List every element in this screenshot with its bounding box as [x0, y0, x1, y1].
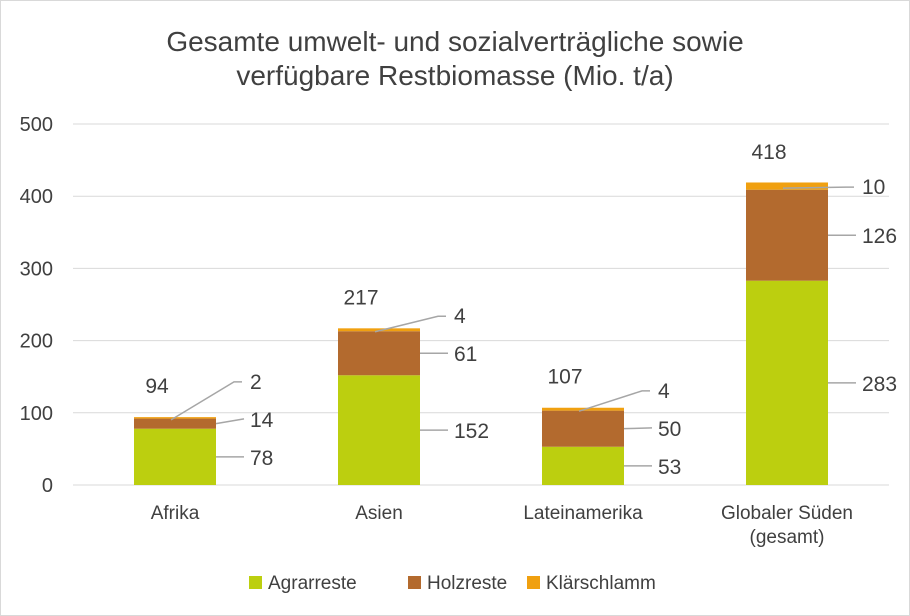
leader-line: [623, 427, 653, 430]
y-tick-label: 0: [42, 475, 53, 497]
legend-label: Klärschlamm: [546, 573, 656, 594]
chart-title: Gesamte umwelt- und sozialverträgliche s…: [166, 26, 743, 91]
legend: Agrarreste Holzreste Klärschlamm: [249, 573, 656, 594]
data-label: 78: [250, 447, 273, 470]
leader-lines: [170, 186, 856, 467]
bar-segment-agrarreste: [338, 375, 420, 485]
y-tick-label: 200: [20, 331, 53, 353]
bar-segment-holzreste: [338, 331, 420, 376]
bar-segment-agrarreste: [746, 280, 828, 485]
legend-item-holzreste: Holzreste: [408, 573, 507, 594]
legend-swatch: [249, 576, 262, 589]
legend-swatch: [527, 576, 540, 589]
leader-line: [578, 390, 650, 412]
bar-segment-klärschlamm: [746, 182, 828, 190]
bar-segment-klärschlamm: [338, 328, 420, 332]
chart-title-line-1: Gesamte umwelt- und sozialverträgliche s…: [166, 26, 743, 57]
data-labels: 78 14 2 94 152 61 4 217 53 50 4 107 283 126 10 418: [145, 141, 897, 479]
x-tick-label: Afrika: [151, 503, 200, 524]
y-tick-label: 400: [20, 186, 53, 208]
legend-item-klärschlamm: Klärschlamm: [527, 573, 656, 594]
bars: [134, 182, 828, 485]
data-label: 4: [454, 305, 466, 328]
data-label: 61: [454, 343, 477, 366]
total-label: 94: [145, 375, 169, 398]
bar-segment-holzreste: [542, 410, 624, 447]
y-tick-label: 500: [20, 114, 53, 136]
data-label: 53: [658, 456, 681, 479]
total-label: 217: [343, 286, 378, 309]
y-tick-label: 300: [20, 258, 53, 280]
leader-line: [374, 315, 446, 333]
x-tick-label: Lateinamerika: [523, 503, 643, 524]
total-label: 107: [547, 366, 582, 389]
leader-line: [170, 381, 242, 421]
data-label: 4: [658, 380, 670, 403]
bar-segment-holzreste: [746, 189, 828, 281]
data-label: 50: [658, 418, 681, 441]
legend-item-agrarreste: Agrarreste: [249, 573, 357, 594]
bar-segment-holzreste: [134, 418, 216, 429]
data-label: 10: [862, 176, 885, 199]
bar-segment-agrarreste: [134, 428, 216, 485]
x-tick-label: Asien: [355, 503, 403, 524]
y-axis-ticks: 0 100 200 300 400 500: [20, 114, 53, 497]
leader-line: [782, 186, 854, 189]
leader-line: [215, 418, 245, 425]
data-label: 2: [250, 371, 262, 394]
legend-label: Holzreste: [427, 573, 507, 594]
total-label: 418: [751, 141, 786, 164]
data-label: 283: [862, 373, 897, 396]
x-tick-label: (gesamt): [750, 527, 825, 548]
x-axis-labels: Afrika Asien Lateinamerika Globaler Süden (g…: [151, 503, 853, 548]
data-label: 126: [862, 225, 897, 248]
legend-label: Agrarreste: [268, 573, 357, 594]
legend-swatch: [408, 576, 421, 589]
bar-segment-agrarreste: [542, 446, 624, 485]
y-tick-label: 100: [20, 403, 53, 425]
chart-title-line-2: verfügbare Restbiomasse (Mio. t/a): [236, 60, 673, 91]
data-label: 14: [250, 409, 274, 432]
x-tick-label: Globaler Süden: [721, 503, 853, 524]
data-label: 152: [454, 420, 489, 443]
